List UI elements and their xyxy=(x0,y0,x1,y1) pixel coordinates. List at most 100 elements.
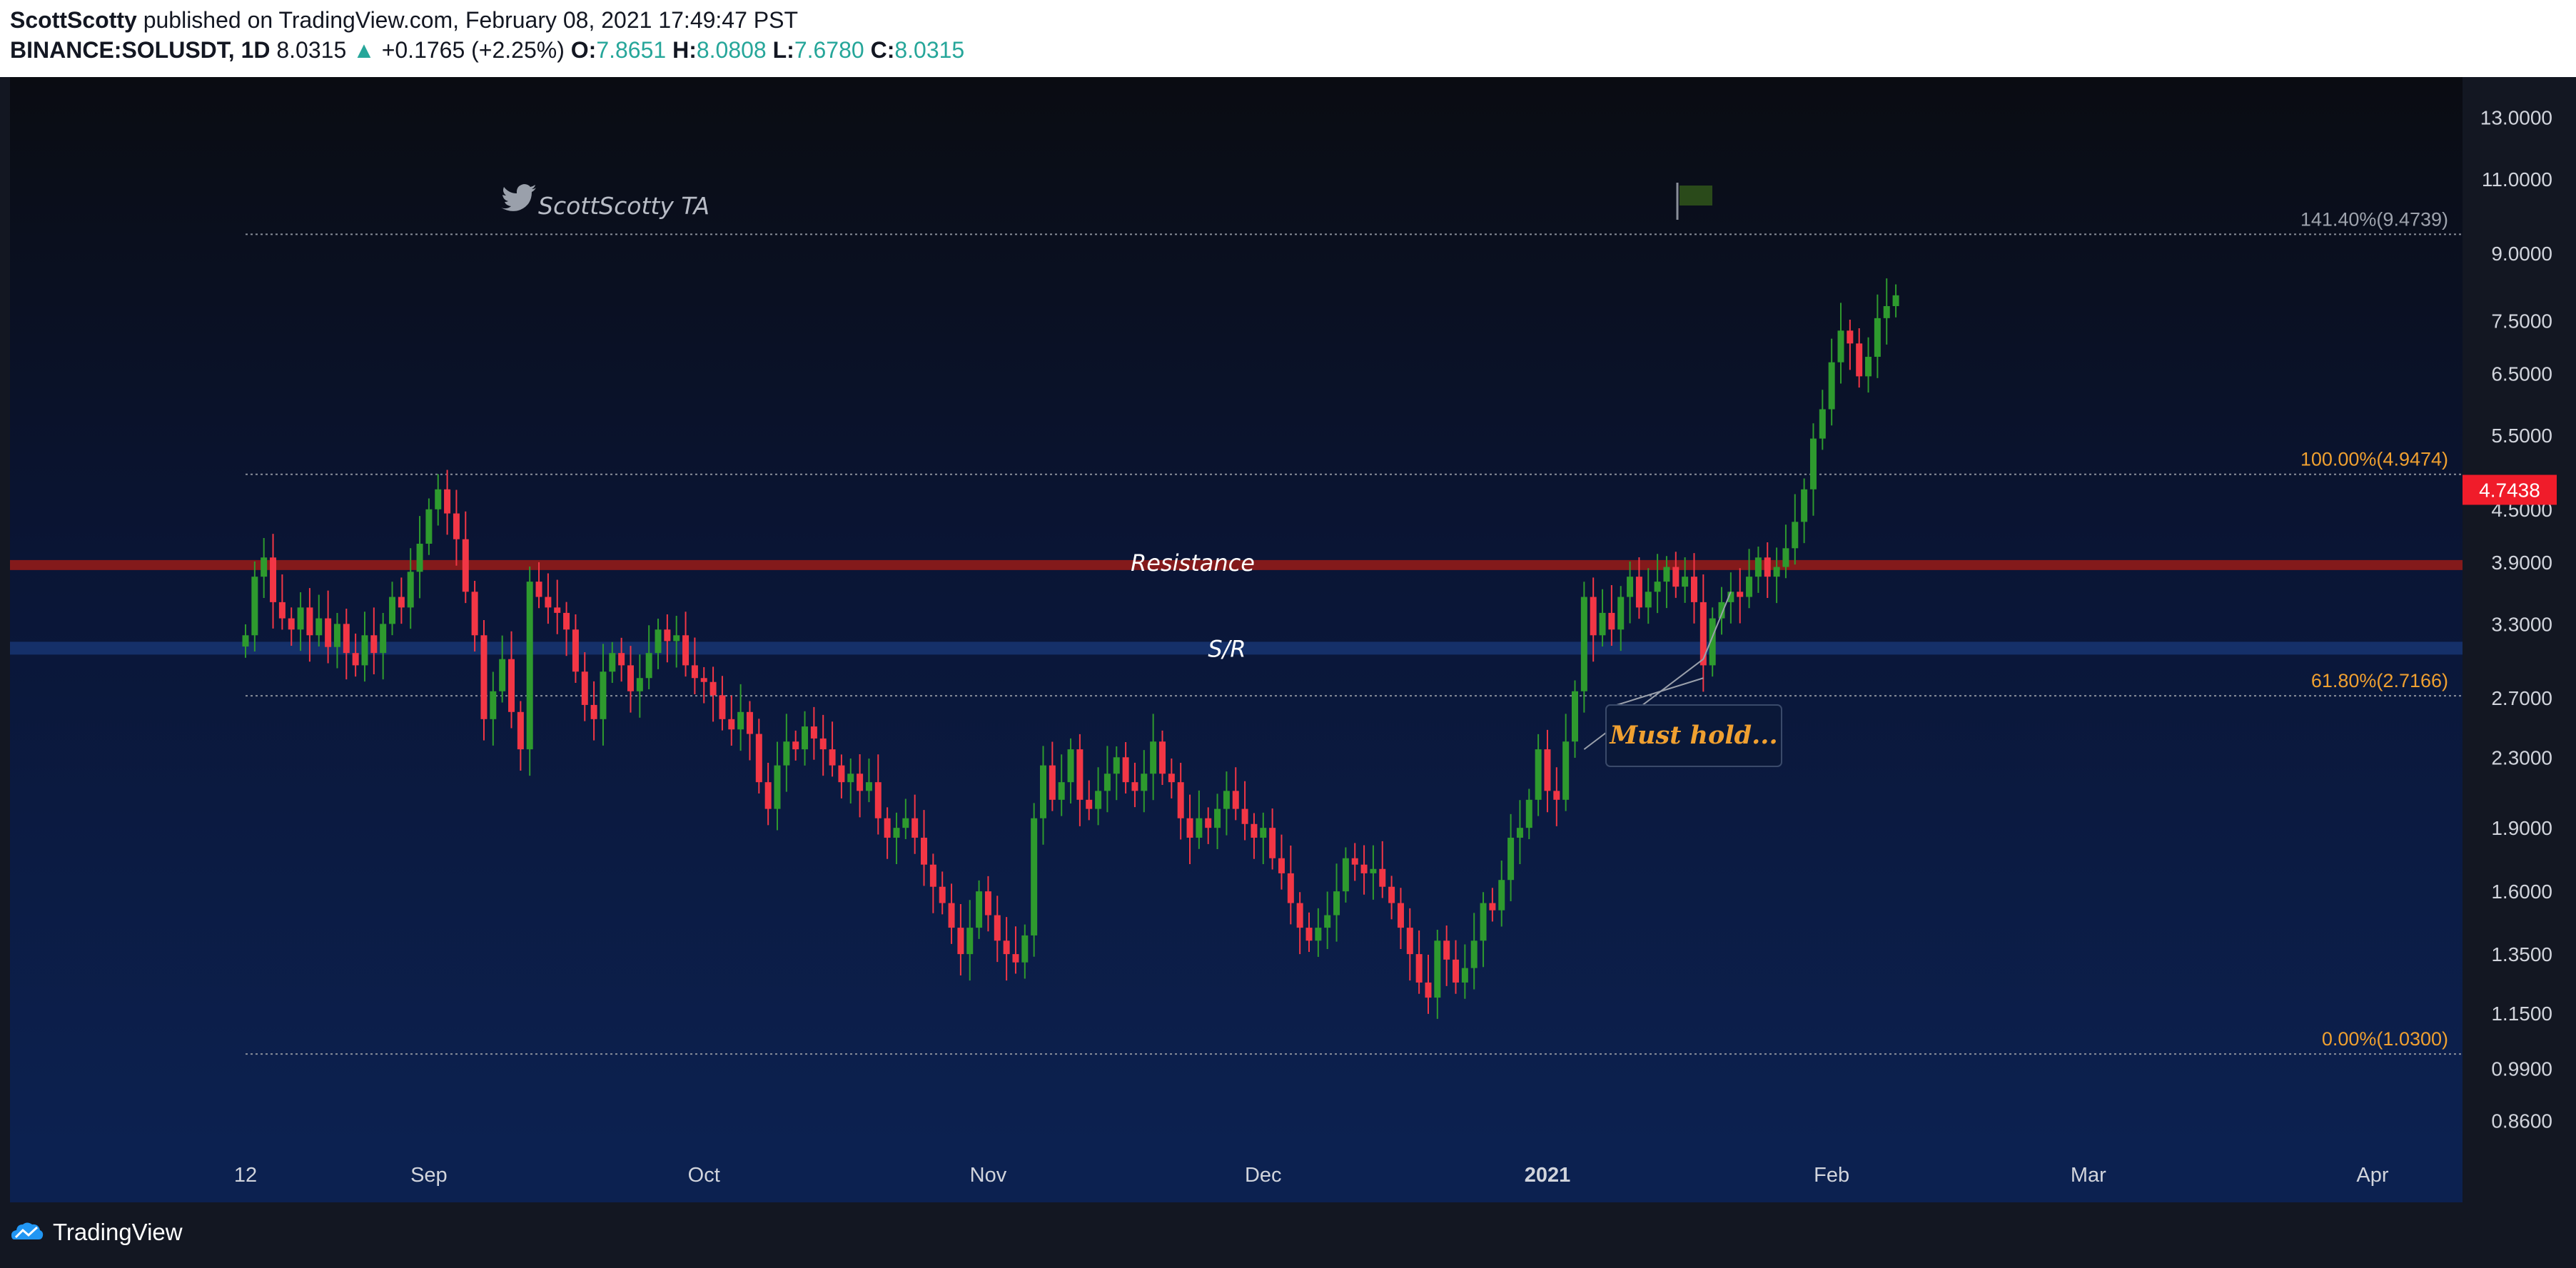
candle-body xyxy=(673,635,680,641)
candle-body xyxy=(380,624,387,654)
candle-body xyxy=(847,774,854,783)
flag-icon xyxy=(1680,186,1712,206)
candle-body xyxy=(1608,612,1615,630)
candle-body xyxy=(609,653,616,672)
candle-body xyxy=(278,602,286,619)
candle-body xyxy=(976,891,983,928)
tradingview-logo[interactable]: TradingView xyxy=(10,1218,183,1247)
candle-body xyxy=(746,711,753,734)
fib-label-2: 61.80%(2.7166) xyxy=(2311,670,2448,691)
candle-body xyxy=(1553,791,1560,800)
candle-body xyxy=(636,678,643,691)
price-tick-14: 1.1500 xyxy=(2491,1003,2552,1025)
candle-body xyxy=(1287,873,1294,903)
candle-body xyxy=(1232,791,1239,809)
low-label: L: xyxy=(772,37,794,63)
candle-body xyxy=(297,607,304,630)
candle-body xyxy=(1315,928,1322,941)
candle-body xyxy=(792,741,799,750)
price-change: +0.1765 (+2.25%) xyxy=(381,37,565,63)
trend-line-1 xyxy=(1583,658,1704,750)
candle-body xyxy=(1177,782,1184,818)
candle-body xyxy=(1516,828,1523,838)
candle-body xyxy=(1425,982,1432,998)
last-price: 8.0315 xyxy=(276,37,347,63)
candle-body xyxy=(655,629,662,654)
candle-body xyxy=(911,818,919,838)
candle-body xyxy=(288,618,295,630)
symbol-name[interactable]: BINANCE:SOLUSDT, 1D xyxy=(10,37,271,63)
candle-body xyxy=(1718,602,1725,619)
candle-body xyxy=(1865,357,1872,377)
candle-body xyxy=(1122,757,1129,783)
candle-body xyxy=(333,624,340,647)
price-tick-1: 11.0000 xyxy=(2482,168,2552,191)
candle-body xyxy=(1058,782,1065,800)
candle-body xyxy=(700,678,707,682)
candle-body xyxy=(1617,597,1625,630)
high-label: H: xyxy=(672,37,697,63)
chart-header: ScottScotty published on TradingView.com… xyxy=(0,0,2576,77)
candle-body xyxy=(709,681,717,696)
candle-body xyxy=(966,928,974,955)
candle-body xyxy=(957,928,964,955)
candle-body xyxy=(874,782,882,818)
close-value: 8.0315 xyxy=(894,37,965,63)
candle-body xyxy=(1792,522,1799,549)
candle-body xyxy=(352,653,359,666)
candle-body xyxy=(1590,597,1597,636)
candle-body xyxy=(526,582,533,750)
candle-body xyxy=(857,774,864,791)
candle-body xyxy=(1709,618,1716,666)
zone-label-0: Resistance xyxy=(1131,549,1255,577)
chart-area[interactable]: Resistance S/R 141.40%(9.4739) 100.00%(4.9… xyxy=(10,77,2566,1202)
candle-body xyxy=(1580,597,1587,691)
published-text: published on TradingView.com, February 0… xyxy=(143,7,799,33)
candle-body xyxy=(865,782,872,791)
candlestick-chart[interactable]: Resistance S/R 141.40%(9.4739) 100.00%(4.9… xyxy=(10,77,2566,1202)
candle-body xyxy=(618,653,625,666)
candle-body xyxy=(315,618,323,636)
candle-body xyxy=(462,539,469,592)
candle-body xyxy=(1241,808,1248,824)
candle-body xyxy=(1223,791,1230,809)
candle-body xyxy=(627,665,634,691)
candle-body xyxy=(645,653,652,679)
candle-body xyxy=(416,543,423,572)
candle-body xyxy=(1214,808,1221,828)
candle-body xyxy=(1572,691,1579,742)
candle-body xyxy=(453,513,460,539)
candle-body xyxy=(1801,489,1808,522)
candle-body xyxy=(1453,959,1460,983)
symbol-info: BINANCE:SOLUSDT, 1D 8.0315 ▲ +0.1765 (+2… xyxy=(10,37,964,64)
candle-body xyxy=(1379,868,1386,887)
candle-body xyxy=(1819,409,1826,439)
candle-body xyxy=(1251,823,1258,838)
candle-body xyxy=(1645,592,1652,608)
zone-band-1 xyxy=(10,641,2463,655)
price-tick-10: 2.3000 xyxy=(2491,746,2552,769)
price-tick-16: 0.8600 xyxy=(2491,1110,2552,1132)
candle-body xyxy=(1663,567,1670,582)
publish-info: ScottScotty published on TradingView.com… xyxy=(10,7,798,34)
candle-body xyxy=(343,624,350,654)
price-axis-background xyxy=(2463,77,2566,1202)
author-name[interactable]: ScottScotty xyxy=(10,7,137,33)
candle-body xyxy=(1461,968,1468,983)
candle-body xyxy=(361,635,368,666)
candle-body xyxy=(1305,928,1313,941)
candle-body xyxy=(819,738,827,750)
candle-body xyxy=(1470,940,1478,968)
candle-body xyxy=(1076,749,1084,800)
candle-body xyxy=(1278,858,1285,873)
triangle-up-icon: ▲ xyxy=(353,37,375,63)
price-tick-12: 1.6000 xyxy=(2491,881,2552,903)
candle-body xyxy=(1562,741,1570,800)
candle-body xyxy=(737,711,744,730)
candle-body xyxy=(1727,592,1734,602)
candle-body xyxy=(425,509,433,544)
candle-body xyxy=(1489,903,1496,911)
candle-body xyxy=(1525,799,1532,828)
candle-body xyxy=(1856,343,1863,377)
candle-body xyxy=(1333,891,1340,916)
